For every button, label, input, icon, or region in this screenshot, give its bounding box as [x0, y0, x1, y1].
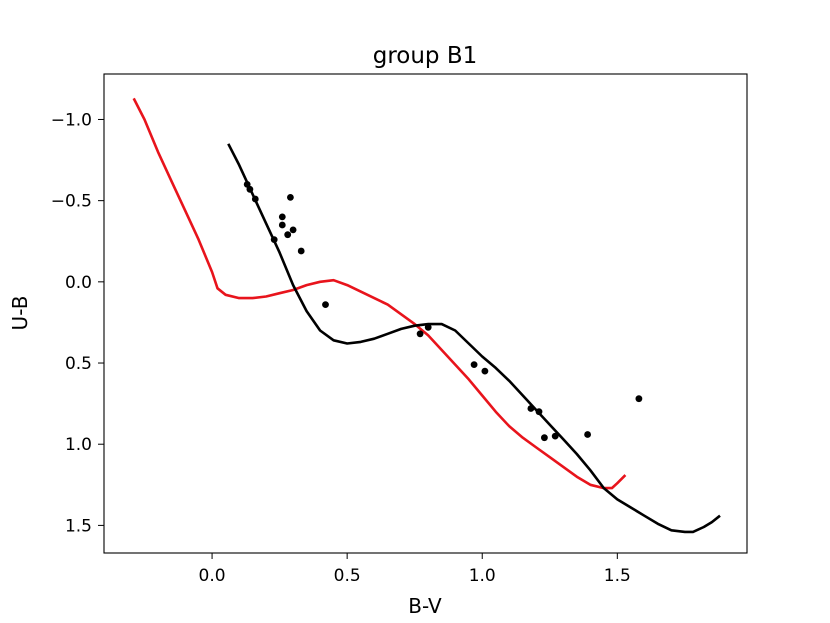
- plot-frame: [103, 73, 748, 554]
- scatter-point-19: [584, 431, 591, 438]
- y-tick-label: 0.0: [65, 273, 92, 293]
- scatter-point-7: [287, 194, 294, 201]
- scatter-point-3: [270, 236, 278, 244]
- y-tick-label: −0.5: [51, 192, 92, 212]
- scatter-point-13: [470, 361, 478, 368]
- x-tick-label: 0.0: [199, 566, 226, 586]
- scatter-point-12: [424, 323, 432, 331]
- scatter-point-2: [251, 195, 259, 203]
- x-tick-label: 1.0: [469, 566, 496, 586]
- plot-content: [132, 97, 721, 534]
- y-tick-label: −1.0: [51, 110, 92, 130]
- x-tick-label: 1.5: [604, 566, 631, 586]
- y-tick-label: 1.0: [65, 435, 92, 455]
- scatter-point-8: [289, 226, 297, 234]
- scatter-point-18: [551, 432, 559, 440]
- x-axis-label: B-V: [408, 594, 442, 618]
- y-axis-label: U-B: [8, 296, 32, 331]
- scatter-point-5: [278, 221, 286, 229]
- scatter-point-4: [278, 213, 286, 221]
- scatter-point-9: [297, 247, 305, 255]
- scatter-point-11: [416, 330, 424, 338]
- scatter-point-20: [635, 395, 643, 403]
- scatter-point-16: [535, 408, 543, 416]
- axis-ticks: 0.0 0.5 1.0 1.5 −1.0 −0.5 0.0 0.5 1.0 1.5: [51, 110, 631, 586]
- y-tick-label: 1.5: [65, 516, 92, 536]
- scatter-point-10: [322, 301, 329, 308]
- scatter-point-1: [246, 185, 254, 193]
- chart-title: group B1: [373, 43, 478, 69]
- scatter-point-6: [284, 231, 292, 239]
- scatter-point-14: [481, 367, 489, 375]
- scatter-point-15: [527, 405, 535, 412]
- y-tick-label: 0.5: [65, 354, 92, 374]
- scatter-point-17: [541, 434, 548, 442]
- series-line-0: [132, 97, 627, 490]
- x-tick-label: 0.5: [334, 566, 361, 586]
- series-line-1: [227, 143, 721, 534]
